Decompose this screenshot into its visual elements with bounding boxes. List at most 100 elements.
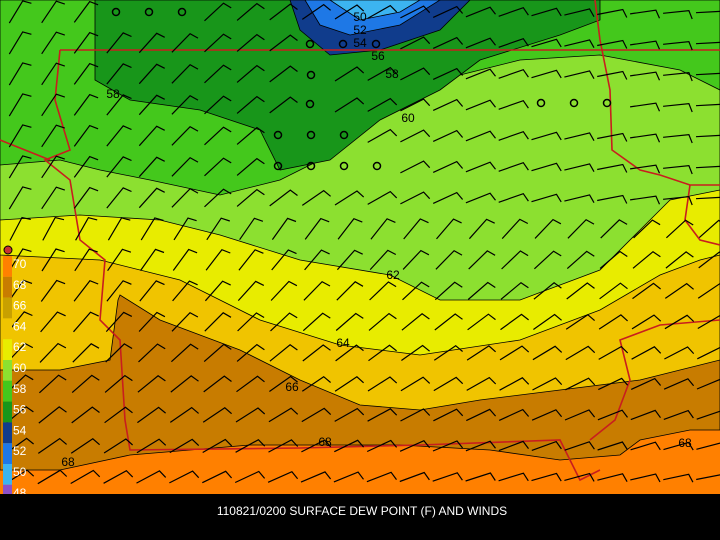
wind-barb [234,470,266,484]
wind-barb [498,192,529,203]
wind-barb [498,99,529,110]
wind-barb [400,160,431,174]
wind-barb [531,7,562,17]
wind-barb [597,39,628,49]
wind-barb [8,186,32,210]
wind-barb [301,189,331,206]
wind-barb [172,248,198,271]
wind-barb [369,281,397,301]
wind-barb [531,409,563,421]
wind-barb [498,68,529,79]
wind-barb [269,344,298,362]
wind-barb [465,130,496,142]
wind-barb [400,67,431,81]
wind-barb [465,37,496,49]
legend-label: 52 [13,444,27,458]
wind-barb [139,280,165,302]
wind-barb [370,218,396,240]
wind-barb [171,311,199,332]
wind-barb [403,218,429,240]
legend-label: 56 [13,403,27,417]
wind-barb [337,217,363,240]
legend-swatch [3,256,12,277]
wind-barb [8,62,32,86]
wind-barb [501,218,529,240]
wind-barb [301,375,331,392]
wind-barb [6,342,34,363]
wind-barb [531,472,562,482]
calm-wind [305,99,315,109]
wind-barb [105,311,133,333]
wind-barb [566,282,595,300]
wind-barb [37,469,68,485]
wind-barb [564,39,595,48]
wind-barb [664,282,694,299]
wind-barb [467,313,496,331]
wind-barb [630,40,661,50]
wind-barb [237,280,265,302]
wind-barb [9,216,31,241]
wind-barb [301,439,332,453]
legend-swatch [3,401,12,423]
calm-wind [372,161,382,171]
wind-barb [236,33,265,52]
wind-barb [300,471,332,483]
wind-barb [696,378,720,390]
wind-barb [138,94,165,116]
wind-barb [564,8,595,17]
wind-barb [531,162,562,172]
wind-barb [369,249,397,271]
wind-barb [598,314,629,330]
wind-barb [106,63,132,85]
wind-barb [465,161,496,173]
wind-barb [630,71,661,81]
legend-label: 54 [13,423,27,437]
wind-barb [402,249,430,270]
wind-barb [400,98,431,112]
wind-barb [204,64,232,84]
region-50 [329,0,421,21]
wind-barb [597,132,628,142]
wind-barb [301,3,331,20]
state-border [0,139,51,161]
wind-barb [269,375,298,392]
wind-barb [564,163,595,172]
wind-barb [465,6,496,18]
wind-barb [630,441,661,451]
wind-barb [432,36,464,49]
legend-swatch [3,464,12,485]
wind-barb [334,190,365,206]
wind-barb [271,249,297,271]
wind-barb [137,406,166,424]
wind-barb [465,68,496,80]
state-borders [0,0,720,482]
legend-label: 68 [13,278,27,292]
wind-barb [333,471,364,483]
wind-barb [599,282,628,300]
wind-barb [597,163,628,173]
wind-barb [8,124,32,148]
wind-barb [432,472,463,482]
wind-barb [531,193,562,203]
wind-barb [401,344,430,361]
state-border [684,184,720,246]
state-border [43,49,601,482]
wind-barb [630,195,661,205]
wind-barb [39,342,67,363]
wind-barb [500,313,529,331]
wind-barb [41,31,65,55]
wind-barb [302,312,331,332]
wind-barb [140,217,164,241]
wind-barb [173,217,197,241]
wind-barb [73,93,99,116]
wind-barb [238,249,264,271]
wind-barb [336,281,364,301]
wind-barb [42,216,65,241]
contour-label: 68 [678,436,692,450]
wind-barb [206,217,230,241]
state-border [594,0,720,186]
wind-barb [171,94,199,115]
legend-label: 58 [13,382,27,396]
wind-barb [269,189,298,207]
wind-barb [73,155,99,178]
